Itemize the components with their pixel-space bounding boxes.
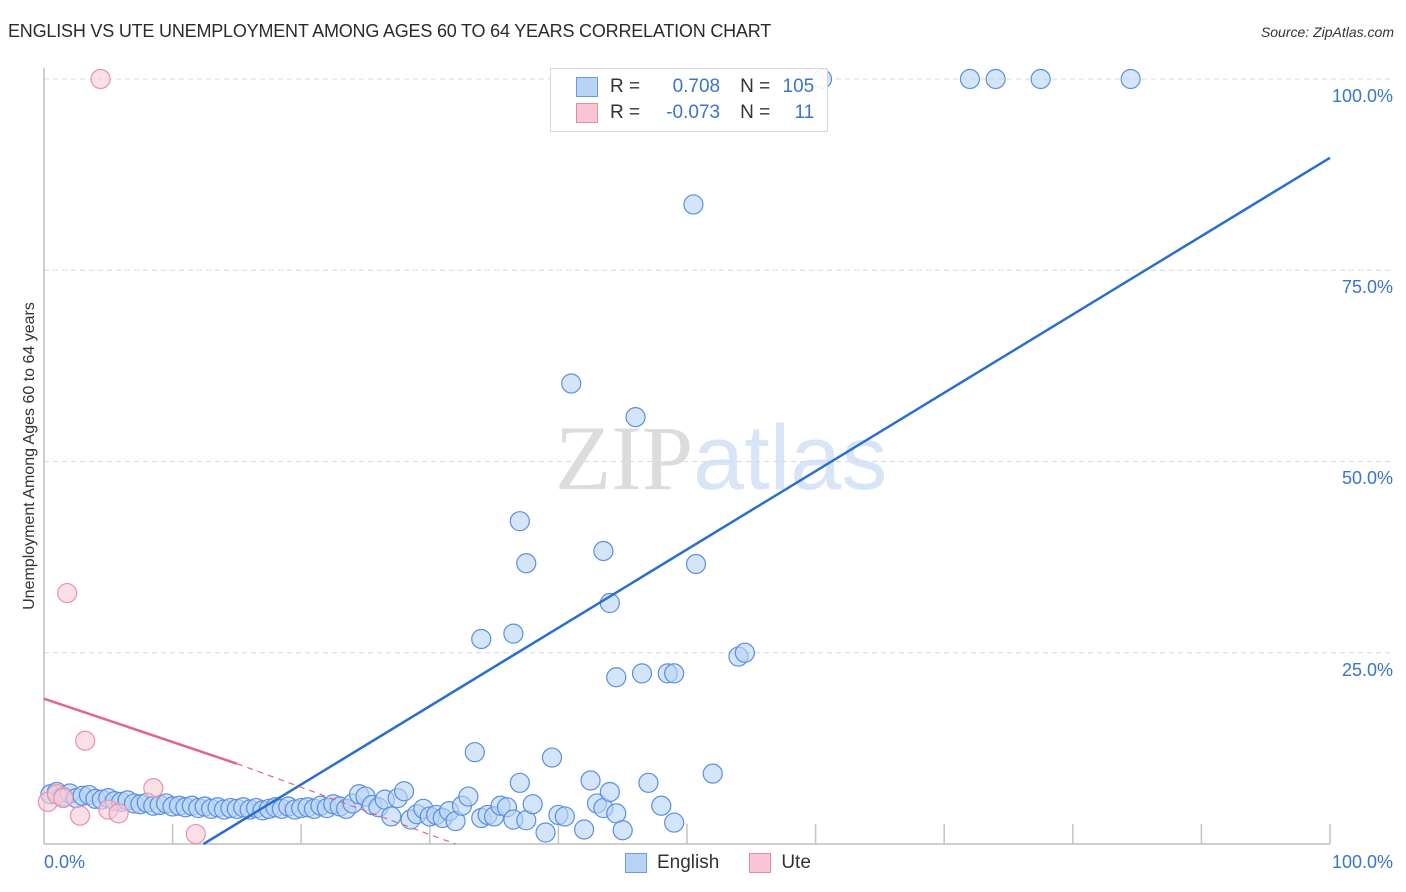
english-point [580, 770, 601, 791]
ute-trendline-extension [236, 763, 456, 845]
legend-label-ute: Ute [781, 852, 811, 873]
english-point [631, 663, 653, 684]
english-point [522, 794, 543, 815]
english-point [593, 540, 614, 562]
trendlines [43, 156, 1331, 846]
english-point [606, 667, 627, 688]
n-label: N = [740, 76, 771, 97]
ute-swatch-icon [576, 103, 598, 123]
english-point [554, 806, 575, 827]
english-points [40, 68, 1141, 843]
y-axis-label: Unemployment Among Ages 60 to 64 years [21, 302, 38, 610]
english-swatch-icon [625, 853, 647, 873]
english-point [651, 795, 672, 816]
ute-point [75, 730, 96, 751]
r-value: -0.073 [666, 102, 721, 123]
axes [43, 68, 1331, 845]
n-value: 11 [794, 102, 815, 123]
english-point [612, 820, 633, 841]
english-point [535, 822, 556, 843]
r-label: R = [610, 102, 641, 123]
english-point [458, 786, 479, 807]
n-value: 105 [782, 76, 815, 97]
english-point [503, 623, 524, 644]
x-tick-0: 0.0% [44, 852, 86, 872]
english-point [664, 663, 685, 684]
english-point [464, 742, 485, 763]
english-point [574, 819, 595, 840]
ute-trendline [43, 697, 238, 765]
y-tick-75: 75.0% [1341, 277, 1393, 297]
english-point [702, 763, 723, 784]
ute-point [185, 823, 206, 845]
ute-swatch-icon [749, 853, 772, 873]
english-point [959, 68, 981, 90]
english-point [606, 803, 627, 824]
gridlines [44, 78, 1392, 654]
source-attribution: Source: ZipAtlas.com [1260, 24, 1394, 40]
english-point [638, 772, 659, 793]
x-tick-100: 100.0% [1331, 852, 1393, 872]
english-point [985, 68, 1006, 90]
english-point [516, 553, 537, 574]
series-legend: English Ute [625, 852, 841, 874]
chart-title: ENGLISH VS UTE UNEMPLOYMENT AMONG AGES 6… [8, 21, 772, 41]
y-tick-100: 100.0% [1331, 86, 1393, 106]
english-point [734, 642, 755, 663]
english-point [541, 747, 563, 768]
ute-point [108, 803, 129, 824]
y-tick-25: 25.0% [1341, 660, 1393, 680]
legend-item-ute[interactable]: Ute [749, 852, 811, 874]
r-label: R = [610, 76, 641, 97]
english-point [683, 194, 704, 215]
english-point [509, 511, 530, 532]
english-point [471, 628, 492, 650]
english-point [561, 373, 582, 394]
ute-point [90, 68, 111, 90]
english-point [685, 553, 707, 575]
english-point [599, 781, 620, 803]
ute-point [143, 778, 164, 799]
r-value: 0.708 [672, 76, 721, 97]
english-point [1120, 68, 1141, 90]
y-tick-50: 50.0% [1341, 468, 1393, 488]
english-point [381, 806, 402, 827]
legend-item-english[interactable]: English [625, 852, 719, 874]
legend-row-english: R = 0.708 N = 105 [576, 75, 814, 99]
correlation-legend: R = 0.708 N = 105 R = -0.073 N = 11 [550, 68, 828, 132]
ute-point [69, 805, 91, 826]
english-point [664, 812, 685, 833]
ute-point [57, 582, 78, 604]
english-point [509, 772, 530, 793]
english-point [1030, 68, 1051, 90]
english-point [625, 407, 646, 428]
english-trendline [202, 156, 1331, 846]
english-swatch-icon [576, 77, 598, 97]
ute-points [37, 68, 206, 845]
ute-point [53, 787, 74, 809]
legend-label-english: English [657, 852, 720, 873]
english-point [393, 781, 415, 802]
legend-row-ute: R = -0.073 N = 11 [576, 101, 814, 125]
n-label: N = [740, 102, 771, 123]
